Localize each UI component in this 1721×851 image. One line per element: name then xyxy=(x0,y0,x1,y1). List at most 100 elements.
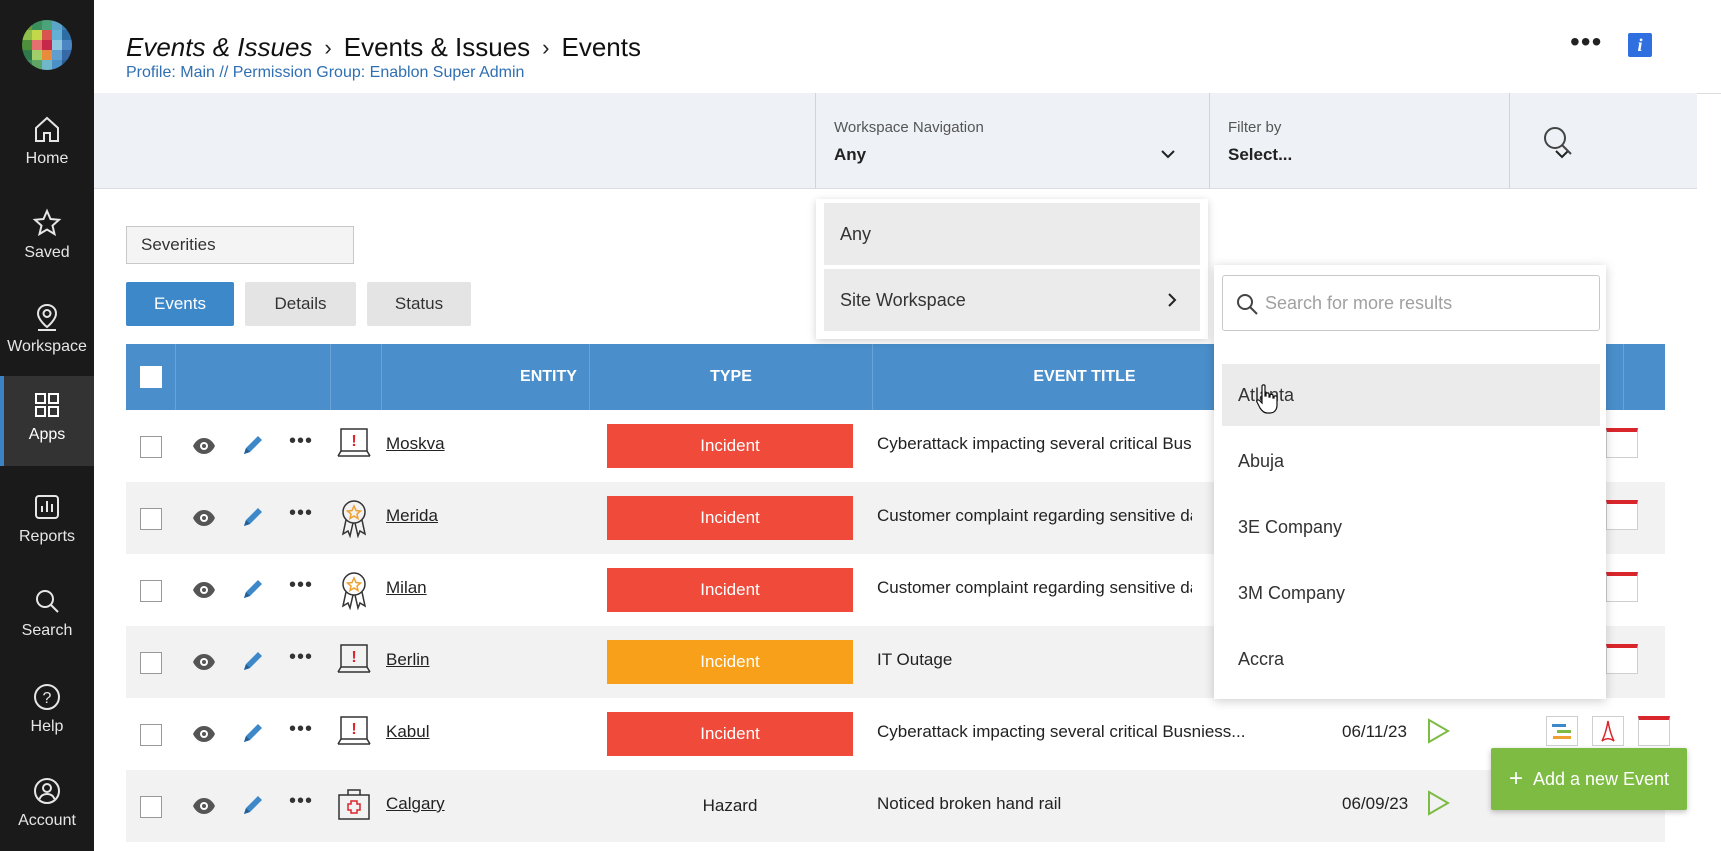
entity-link[interactable]: Calgary xyxy=(386,794,445,813)
row-checkbox[interactable] xyxy=(140,796,162,818)
location-option-accra[interactable]: Accra xyxy=(1238,649,1285,669)
row-checkbox[interactable] xyxy=(140,508,162,530)
nav-item-search[interactable]: Search xyxy=(0,572,94,662)
row-more-icon[interactable]: ••• xyxy=(289,790,314,812)
location-search-input[interactable] xyxy=(1265,288,1585,318)
calendar-icon[interactable] xyxy=(1606,500,1638,530)
row-checkbox[interactable] xyxy=(140,652,162,674)
row-more-icon[interactable]: ••• xyxy=(289,646,314,668)
calendar-icon[interactable] xyxy=(1606,428,1638,458)
chevron-right-icon: › xyxy=(542,34,550,60)
plus-icon: + xyxy=(1508,765,1523,792)
add-new-event-button[interactable]: + Add a new Event xyxy=(1491,748,1687,810)
location-option-3m-company[interactable]: 3M Company xyxy=(1238,583,1346,603)
event-title[interactable]: Cyberattack impacting several critical B… xyxy=(877,722,1246,741)
workspace-navigation-value: Any xyxy=(834,145,867,164)
map-pin-icon xyxy=(36,303,58,331)
award-ribbon-icon xyxy=(341,500,367,538)
row-checkbox[interactable] xyxy=(140,580,162,602)
tab-events[interactable]: Events xyxy=(126,282,234,326)
pencil-icon[interactable] xyxy=(240,792,266,818)
location-option-atlanta[interactable]: Atlanta xyxy=(1222,364,1600,426)
event-title[interactable]: Customer complaint regarding sensitive d… xyxy=(877,506,1192,525)
info-icon[interactable]: i xyxy=(1628,33,1652,57)
pencil-icon[interactable] xyxy=(240,648,266,674)
pencil-icon[interactable] xyxy=(240,576,266,602)
type-badge: Incident xyxy=(607,568,853,612)
location-search-field[interactable] xyxy=(1222,275,1600,331)
eye-icon[interactable] xyxy=(192,434,216,458)
calendar-icon[interactable] xyxy=(1606,572,1638,602)
nav-item-workspace[interactable]: Workspace xyxy=(0,288,94,378)
entity-link[interactable]: Kabul xyxy=(386,722,430,741)
chevron-down-icon xyxy=(1161,150,1175,159)
eye-icon[interactable] xyxy=(192,506,216,530)
event-title[interactable]: Noticed broken hand rail xyxy=(877,794,1062,813)
nav-item-account[interactable]: Account xyxy=(0,762,94,851)
row-checkbox[interactable] xyxy=(140,436,162,458)
row-more-icon[interactable]: ••• xyxy=(289,574,314,596)
entity-link[interactable]: Milan xyxy=(386,578,427,597)
tab-status[interactable]: Status xyxy=(367,282,471,326)
entity-link[interactable]: Berlin xyxy=(386,650,430,669)
nav-item-home[interactable]: Home xyxy=(0,100,94,190)
workspace-option-any[interactable]: Any xyxy=(824,203,1200,265)
nav-item-apps[interactable]: Apps xyxy=(0,376,94,466)
gantt-icon[interactable] xyxy=(1546,716,1578,746)
type-label: Hazard xyxy=(702,796,758,815)
header-divider xyxy=(330,344,331,410)
table-row[interactable]: ••• Calgary Hazard Noticed broken hand r… xyxy=(126,770,1665,842)
workspace-navigation-select[interactable]: Workspace Navigation Any xyxy=(815,93,1209,189)
event-title[interactable]: IT Outage xyxy=(877,650,953,669)
row-actions xyxy=(1606,428,1638,458)
play-icon[interactable] xyxy=(1426,718,1450,744)
table-row[interactable]: ••• ! Kabul Incident Cyberattack impacti… xyxy=(126,698,1670,770)
nav-item-reports[interactable]: Reports xyxy=(0,478,94,568)
eye-icon[interactable] xyxy=(192,722,216,746)
app-logo[interactable] xyxy=(22,20,72,70)
filter-by-select[interactable]: Filter by Select... xyxy=(1209,93,1603,189)
workspace-option-site-workspace[interactable]: Site Workspace xyxy=(824,269,1200,331)
nav-label-home: Home xyxy=(25,150,69,167)
pencil-icon[interactable] xyxy=(240,432,266,458)
calendar-icon[interactable] xyxy=(1638,716,1670,746)
column-header-event-title[interactable]: EVENT TITLE xyxy=(872,344,1296,410)
event-date: 06/09/23 xyxy=(1342,794,1409,813)
event-title[interactable]: Cyberattack impacting several critical B… xyxy=(877,434,1192,453)
row-checkbox[interactable] xyxy=(140,724,162,746)
calendar-icon[interactable] xyxy=(1606,644,1638,674)
breadcrumb-item-app[interactable]: Events & Issues xyxy=(126,32,313,62)
entity-link[interactable]: Moskva xyxy=(386,434,445,453)
add-new-event-label: Add a new Event xyxy=(1532,768,1670,789)
play-icon[interactable] xyxy=(1426,790,1450,816)
breadcrumb-item-module[interactable]: Events & Issues xyxy=(343,32,531,62)
row-more-icon[interactable]: ••• xyxy=(289,430,314,452)
location-option-3e-company[interactable]: 3E Company xyxy=(1238,517,1343,537)
location-option-abuja[interactable]: Abuja xyxy=(1238,451,1285,471)
eye-icon[interactable] xyxy=(192,794,216,818)
column-header-entity[interactable]: ENTITY xyxy=(381,344,715,410)
type-badge: Incident xyxy=(607,496,853,540)
pdf-icon[interactable] xyxy=(1592,716,1624,746)
pencil-icon[interactable] xyxy=(240,504,266,530)
profile-permission-text[interactable]: Profile: Main // Permission Group: Enabl… xyxy=(126,64,525,81)
entity-link[interactable]: Merida xyxy=(386,506,438,525)
nav-label-apps: Apps xyxy=(28,426,66,443)
row-more-icon[interactable]: ••• xyxy=(289,718,314,740)
eye-icon[interactable] xyxy=(192,650,216,674)
select-all-checkbox[interactable] xyxy=(140,366,162,388)
laptop-alert-icon: ! xyxy=(337,716,371,745)
more-options-icon[interactable]: ••• xyxy=(1570,26,1603,57)
laptop-alert-icon: ! xyxy=(337,644,371,673)
pencil-icon[interactable] xyxy=(240,720,266,746)
eye-icon[interactable] xyxy=(192,578,216,602)
severities-filter[interactable]: Severities xyxy=(126,226,354,264)
column-header-type[interactable]: TYPE xyxy=(589,344,872,410)
tab-details[interactable]: Details xyxy=(245,282,356,326)
row-more-icon[interactable]: ••• xyxy=(289,502,314,524)
filter-search-button[interactable] xyxy=(1509,93,1603,189)
nav-item-saved[interactable]: Saved xyxy=(0,194,94,284)
page-header: Events & Issues › Events & Issues › Even… xyxy=(94,0,1721,94)
nav-item-help[interactable]: ? Help xyxy=(0,668,94,758)
event-title[interactable]: Customer complaint regarding sensitive d… xyxy=(877,578,1192,597)
